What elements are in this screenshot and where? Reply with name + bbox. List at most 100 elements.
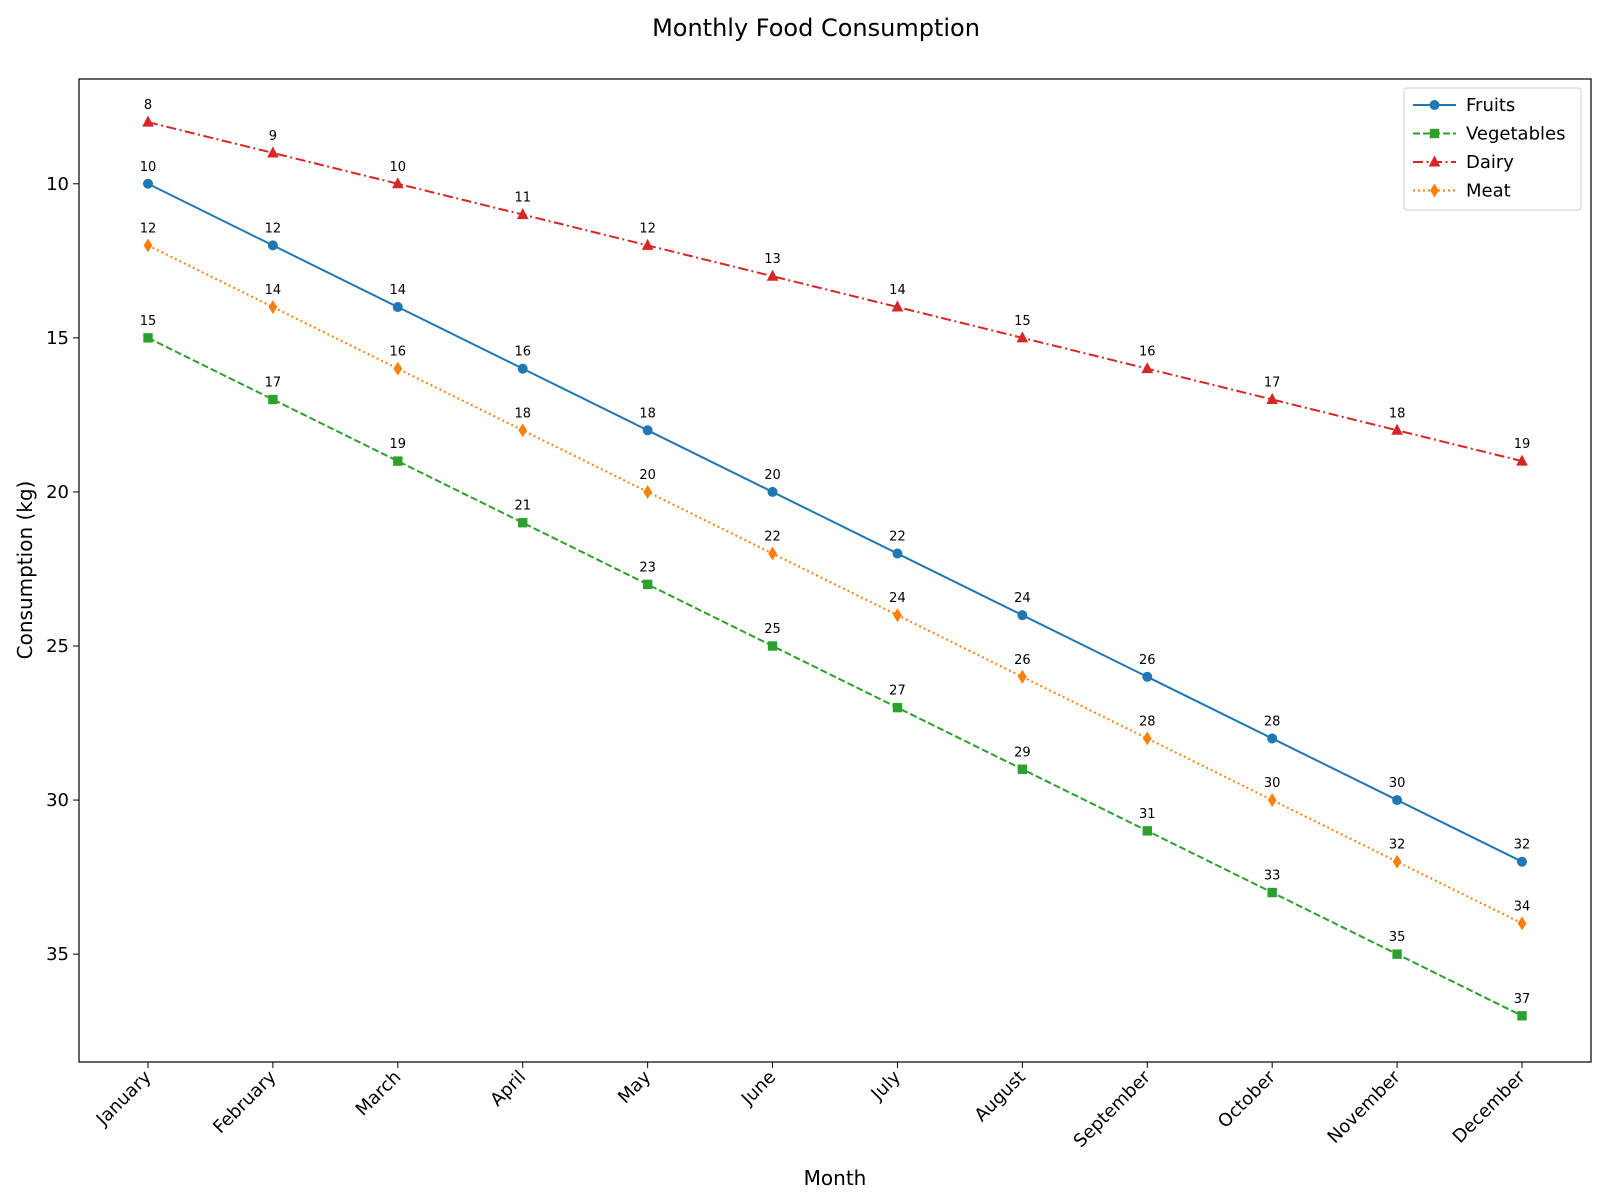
data-point-fruits [1267, 733, 1278, 744]
data-label-dairy: 19 [1514, 437, 1531, 452]
data-point-dairy [1391, 423, 1403, 435]
x-tick-label: April [486, 1067, 530, 1111]
data-label-fruits: 12 [265, 221, 282, 236]
legend-box [1403, 87, 1582, 211]
data-point-fruits [1392, 795, 1403, 806]
data-point-fruits [767, 486, 778, 497]
x-tick-label: October [1214, 1066, 1280, 1132]
data-label-fruits: 32 [1514, 838, 1531, 853]
legend: Fruits Vegetables Dairy Meat [1403, 87, 1582, 211]
x-tick-label: June [737, 1067, 780, 1110]
series-line-fruits [147, 182, 1523, 863]
x-axis-label: Month [804, 1166, 867, 1190]
data-label-vegetables: 15 [140, 314, 157, 329]
data-point-vegetables [268, 394, 278, 405]
data-point-fruits [392, 302, 403, 313]
data-label-vegetables: 27 [889, 684, 906, 699]
data-label-vegetables: 25 [764, 622, 781, 637]
data-label-fruits: 28 [1264, 714, 1281, 729]
data-label-vegetables: 29 [1014, 745, 1031, 760]
data-label-meat: 24 [889, 591, 906, 606]
data-label-dairy: 15 [1014, 314, 1031, 329]
data-point-meat [1142, 731, 1152, 746]
data-point-fruits [1517, 856, 1527, 867]
legend-marker-vegetables [1429, 128, 1440, 139]
data-point-dairy [391, 177, 404, 189]
data-point-dairy [1266, 392, 1279, 404]
x-tick-label: September [1070, 1066, 1156, 1152]
data-label-dairy: 14 [889, 283, 906, 298]
x-tick-label: August [971, 1067, 1030, 1126]
data-label-fruits: 30 [1389, 776, 1406, 791]
data-point-dairy [1141, 362, 1154, 374]
data-point-meat [1017, 669, 1027, 684]
data-point-dairy [1016, 331, 1029, 343]
data-label-meat: 22 [764, 530, 781, 545]
plot-area: 10 12 14 16 18 20 22 24 26 28 30 32 15 17 19 21 23 25 27 29… [140, 98, 1531, 1021]
data-label-vegetables: 17 [265, 375, 282, 390]
data-point-vegetables [1267, 887, 1277, 898]
chart-title: Monthly Food Consumption [652, 14, 980, 42]
data-label-meat: 30 [1264, 776, 1281, 791]
data-label-meat: 28 [1139, 714, 1156, 729]
data-label-meat: 32 [1389, 838, 1406, 853]
data-label-dairy: 18 [1389, 406, 1406, 421]
series-fruits: 10 12 14 16 18 20 22 24 26 28 30 32 [140, 160, 1531, 867]
data-label-vegetables: 35 [1389, 930, 1406, 945]
data-point-dairy [516, 208, 529, 220]
data-point-dairy [891, 300, 904, 312]
x-tick-label: December [1449, 1066, 1530, 1147]
data-point-dairy [766, 269, 779, 281]
data-point-fruits [1017, 610, 1028, 621]
data-point-vegetables [642, 579, 653, 590]
x-tick-label: February [209, 1066, 280, 1137]
series-dairy: 8 9 10 11 12 13 14 15 16 17 18 19 [142, 98, 1531, 466]
data-point-fruits [267, 240, 278, 251]
y-axis: 10 15 20 25 30 35 [46, 174, 79, 965]
data-label-fruits: 22 [889, 530, 906, 545]
data-label-dairy: 13 [764, 252, 781, 267]
data-label-dairy: 16 [1139, 345, 1156, 360]
x-tick-label: July [867, 1066, 906, 1105]
data-point-dairy [267, 146, 279, 158]
data-point-vegetables [767, 641, 778, 651]
legend-label-vegetables: Vegetables [1466, 124, 1565, 145]
data-point-meat [768, 546, 777, 561]
data-point-meat [393, 361, 403, 376]
data-point-fruits [1142, 671, 1153, 682]
data-point-vegetables [1142, 826, 1152, 836]
legend-marker-meat [1430, 183, 1439, 198]
data-label-meat: 12 [140, 221, 157, 236]
data-point-meat [1517, 916, 1527, 931]
series-line-dairy [147, 121, 1523, 463]
legend-label-meat: Meat [1466, 181, 1511, 202]
y-axis-label: Consumption (kg) [13, 481, 37, 660]
data-label-dairy: 11 [514, 191, 531, 206]
data-point-meat [893, 608, 902, 623]
x-tick-label: January [92, 1066, 156, 1130]
data-point-vegetables [393, 456, 403, 466]
legend-item-fruits: Fruits [1413, 95, 1515, 116]
data-label-dairy: 9 [269, 129, 277, 144]
data-point-fruits [143, 178, 153, 189]
data-point-meat [518, 423, 528, 438]
series-line-vegetables [147, 336, 1523, 1017]
data-label-fruits: 10 [140, 160, 157, 175]
data-label-dairy: 12 [639, 221, 656, 236]
series-vegetables: 15 17 19 21 23 25 27 29 31 33 35 37 [140, 314, 1530, 1021]
data-label-meat: 20 [639, 468, 656, 483]
series-meat: 12 14 16 18 20 22 24 26 28 30 32 34 [140, 221, 1531, 931]
data-label-fruits: 14 [390, 283, 407, 298]
legend-label-fruits: Fruits [1466, 95, 1515, 116]
data-label-vegetables: 33 [1264, 869, 1281, 884]
y-tick-label: 15 [46, 328, 69, 349]
data-label-vegetables: 23 [639, 560, 656, 575]
data-label-fruits: 18 [639, 406, 656, 421]
data-point-meat [1392, 854, 1402, 869]
legend-item-dairy: Dairy [1413, 152, 1514, 173]
x-tick-label: March [352, 1067, 406, 1121]
data-label-meat: 14 [265, 283, 282, 298]
data-label-meat: 34 [1514, 899, 1531, 914]
data-point-meat [643, 484, 653, 499]
